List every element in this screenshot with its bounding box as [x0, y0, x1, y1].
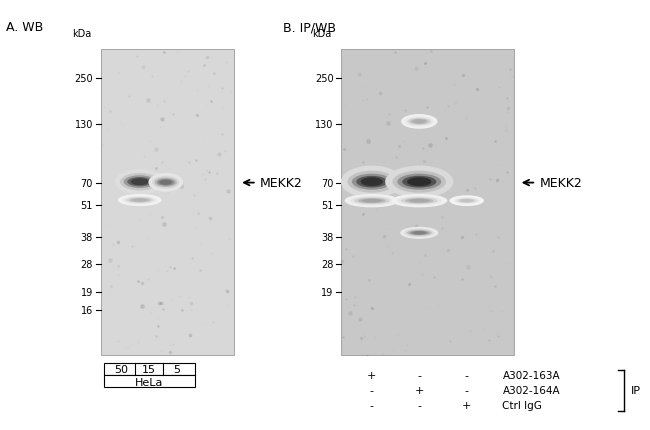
Text: 5: 5	[174, 364, 180, 375]
Text: HeLa: HeLa	[135, 377, 164, 387]
Ellipse shape	[408, 118, 431, 126]
Ellipse shape	[148, 173, 183, 192]
Ellipse shape	[129, 198, 151, 203]
Ellipse shape	[405, 199, 434, 204]
Text: 70: 70	[81, 179, 93, 189]
Ellipse shape	[132, 199, 148, 202]
Ellipse shape	[354, 198, 389, 205]
Ellipse shape	[127, 178, 152, 187]
Ellipse shape	[400, 227, 438, 239]
Ellipse shape	[120, 174, 159, 191]
Ellipse shape	[123, 197, 157, 205]
Text: +: +	[462, 400, 471, 410]
Text: 28: 28	[321, 260, 333, 270]
Ellipse shape	[393, 171, 446, 193]
Text: Ctrl IgG: Ctrl IgG	[502, 400, 542, 410]
Ellipse shape	[124, 176, 156, 189]
Ellipse shape	[157, 179, 174, 186]
Ellipse shape	[356, 176, 387, 188]
Text: 15: 15	[142, 364, 156, 375]
Ellipse shape	[125, 197, 154, 203]
Text: 28: 28	[81, 260, 93, 270]
Text: -: -	[370, 400, 374, 410]
Text: 51: 51	[321, 200, 333, 210]
Ellipse shape	[341, 166, 403, 198]
Ellipse shape	[362, 200, 382, 203]
Ellipse shape	[401, 198, 437, 205]
Text: B. IP/WB: B. IP/WB	[283, 22, 336, 34]
Text: -: -	[465, 385, 469, 395]
Ellipse shape	[413, 120, 426, 124]
Ellipse shape	[348, 171, 396, 193]
Ellipse shape	[358, 199, 385, 204]
Ellipse shape	[114, 169, 165, 195]
Ellipse shape	[391, 194, 447, 208]
Text: 19: 19	[321, 287, 333, 297]
Text: 70: 70	[321, 179, 333, 189]
Bar	[341, 49, 514, 355]
Ellipse shape	[458, 199, 475, 203]
Text: -: -	[417, 370, 421, 380]
Ellipse shape	[453, 197, 480, 205]
Text: -: -	[417, 400, 421, 410]
Text: 250: 250	[74, 74, 93, 83]
Ellipse shape	[397, 174, 441, 190]
Text: MEKK2: MEKK2	[540, 177, 582, 190]
Bar	[104, 363, 195, 375]
Text: +: +	[415, 385, 424, 395]
Text: 130: 130	[315, 119, 333, 129]
Ellipse shape	[407, 230, 432, 236]
Text: +: +	[367, 370, 376, 380]
Text: 19: 19	[81, 287, 93, 297]
Ellipse shape	[412, 232, 426, 235]
Text: kDa: kDa	[312, 29, 332, 39]
Ellipse shape	[397, 197, 441, 206]
Text: 38: 38	[321, 232, 333, 242]
Bar	[104, 375, 195, 387]
Ellipse shape	[155, 178, 177, 187]
Text: 250: 250	[315, 74, 333, 83]
Text: A302-164A: A302-164A	[502, 385, 560, 395]
Ellipse shape	[404, 229, 434, 237]
Text: IP: IP	[630, 385, 640, 396]
Text: A302-163A: A302-163A	[502, 370, 560, 380]
Ellipse shape	[410, 200, 430, 203]
Text: 38: 38	[81, 232, 93, 242]
Text: -: -	[370, 385, 374, 395]
Ellipse shape	[456, 199, 478, 204]
Ellipse shape	[410, 120, 428, 125]
Text: 16: 16	[81, 305, 93, 316]
Text: 130: 130	[75, 119, 93, 129]
Ellipse shape	[385, 166, 454, 198]
Ellipse shape	[118, 194, 162, 207]
Ellipse shape	[152, 176, 179, 189]
Ellipse shape	[361, 178, 383, 187]
Ellipse shape	[344, 194, 399, 208]
Text: 51: 51	[81, 200, 93, 210]
Text: 50: 50	[114, 364, 128, 375]
Text: kDa: kDa	[72, 29, 91, 39]
Text: A. WB: A. WB	[6, 22, 44, 34]
Ellipse shape	[350, 197, 393, 206]
Ellipse shape	[407, 178, 432, 187]
Ellipse shape	[352, 174, 392, 190]
Ellipse shape	[449, 196, 484, 206]
Ellipse shape	[131, 179, 149, 186]
Ellipse shape	[401, 115, 437, 129]
Text: -: -	[465, 370, 469, 380]
Ellipse shape	[460, 200, 473, 203]
Bar	[101, 49, 234, 355]
Ellipse shape	[160, 180, 172, 185]
Ellipse shape	[402, 176, 436, 188]
Ellipse shape	[405, 117, 434, 127]
Ellipse shape	[410, 231, 429, 236]
Text: MEKK2: MEKK2	[260, 177, 303, 190]
